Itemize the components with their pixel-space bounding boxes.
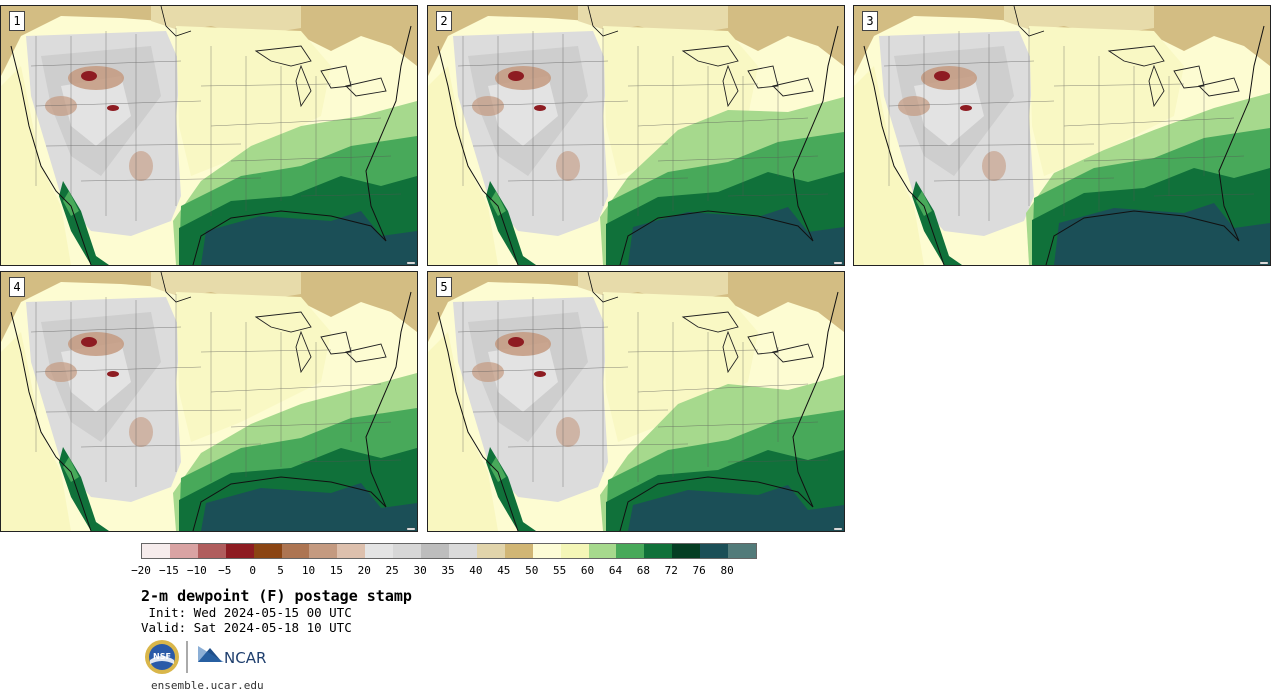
colorbar-swatch bbox=[476, 544, 505, 558]
colorbar-swatch bbox=[169, 544, 198, 558]
colorbar-tick-label: 25 bbox=[385, 564, 399, 577]
colorbar-tick-label: 5 bbox=[277, 564, 284, 577]
colorbar-swatch bbox=[588, 544, 617, 558]
dewpoint-map-2 bbox=[428, 6, 844, 265]
panel-number-label: 3 bbox=[862, 11, 878, 31]
colorbar-tick-label: 60 bbox=[580, 564, 595, 577]
chart-title: 2-m dewpoint (F) postage stamp bbox=[141, 587, 412, 605]
colorbar-swatch bbox=[448, 544, 477, 558]
colorbar-tick-label: 72 bbox=[664, 564, 678, 577]
dewpoint-map-3 bbox=[854, 6, 1270, 265]
ncar-logo-icon: NCAR bbox=[198, 646, 266, 667]
colorbar-swatch bbox=[672, 544, 701, 558]
colorbar-tick-label: −10 bbox=[186, 564, 207, 577]
colorbar-swatch bbox=[281, 544, 310, 558]
colorbar-swatch bbox=[616, 544, 645, 558]
colorbar-tick-label: 76 bbox=[692, 564, 706, 577]
colorbar-tick-label: 68 bbox=[636, 564, 650, 577]
colorbar-tick-label: 80 bbox=[720, 564, 734, 577]
colorbar-swatch bbox=[728, 544, 756, 558]
colorbar-swatch bbox=[700, 544, 729, 558]
colorbar-swatch bbox=[532, 544, 561, 558]
dewpoint-colorbar bbox=[141, 543, 757, 559]
colorbar-tick-label: 10 bbox=[301, 564, 316, 577]
colorbar-tick-label: 0 bbox=[249, 564, 256, 577]
panel-number-label: 2 bbox=[436, 11, 452, 31]
colorbar-swatch bbox=[225, 544, 254, 558]
svg-text:NSF: NSF bbox=[153, 652, 171, 661]
colorbar-swatch bbox=[644, 544, 673, 558]
panel-number-label: 4 bbox=[9, 277, 25, 297]
colorbar-swatch bbox=[197, 544, 226, 558]
map-panel-5: 5 bbox=[427, 271, 845, 532]
colorbar-swatch bbox=[560, 544, 589, 558]
colorbar-swatch bbox=[253, 544, 282, 558]
colorbar-tick-label: 64 bbox=[608, 564, 623, 577]
colorbar-swatch bbox=[504, 544, 533, 558]
colorbar-swatch bbox=[365, 544, 394, 558]
footer-url: ensemble.ucar.edu bbox=[151, 679, 264, 692]
colorbar-swatch bbox=[393, 544, 422, 558]
dewpoint-map-4 bbox=[1, 272, 417, 531]
panel-number-label: 1 bbox=[9, 11, 25, 31]
sponsor-logos: NSF NCAR bbox=[145, 640, 266, 674]
colorbar-swatch bbox=[421, 544, 449, 558]
colorbar-swatch bbox=[337, 544, 366, 558]
colorbar-tick-label: 30 bbox=[413, 564, 427, 577]
colorbar-tick-labels: −20 −15 −10 −5 0 5 10 15 20 25 30 35 40 45 50 55 60 64 68 7… bbox=[131, 564, 781, 578]
valid-time: Valid: Sat 2024-05-18 10 UTC bbox=[141, 620, 352, 635]
panel-number-label: 5 bbox=[436, 277, 452, 297]
dewpoint-map-5 bbox=[428, 272, 844, 531]
map-panel-1: 1 bbox=[0, 5, 418, 266]
colorbar-tick-label: 55 bbox=[553, 564, 567, 577]
colorbar-tick-label: 35 bbox=[441, 564, 455, 577]
init-time: Init: Wed 2024-05-15 00 UTC bbox=[141, 605, 352, 620]
map-panel-3: 3 bbox=[853, 5, 1271, 266]
colorbar-tick-label: 15 bbox=[329, 564, 343, 577]
colorbar-tick-label: −20 bbox=[131, 564, 151, 577]
colorbar-tick-label: 45 bbox=[497, 564, 511, 577]
colorbar-tick-label: 20 bbox=[357, 564, 371, 577]
colorbar-tick-label: 40 bbox=[469, 564, 483, 577]
nsf-logo-icon: NSF bbox=[145, 640, 179, 674]
colorbar-swatch bbox=[142, 544, 170, 558]
colorbar-tick-label: −5 bbox=[218, 564, 232, 577]
svg-text:NCAR: NCAR bbox=[224, 649, 266, 667]
colorbar-tick-label: 50 bbox=[525, 564, 539, 577]
map-panel-4: 4 bbox=[0, 271, 418, 532]
dewpoint-map-1 bbox=[1, 6, 417, 265]
colorbar-swatch bbox=[309, 544, 338, 558]
map-panel-2: 2 bbox=[427, 5, 845, 266]
colorbar-tick-label: −15 bbox=[158, 564, 179, 577]
